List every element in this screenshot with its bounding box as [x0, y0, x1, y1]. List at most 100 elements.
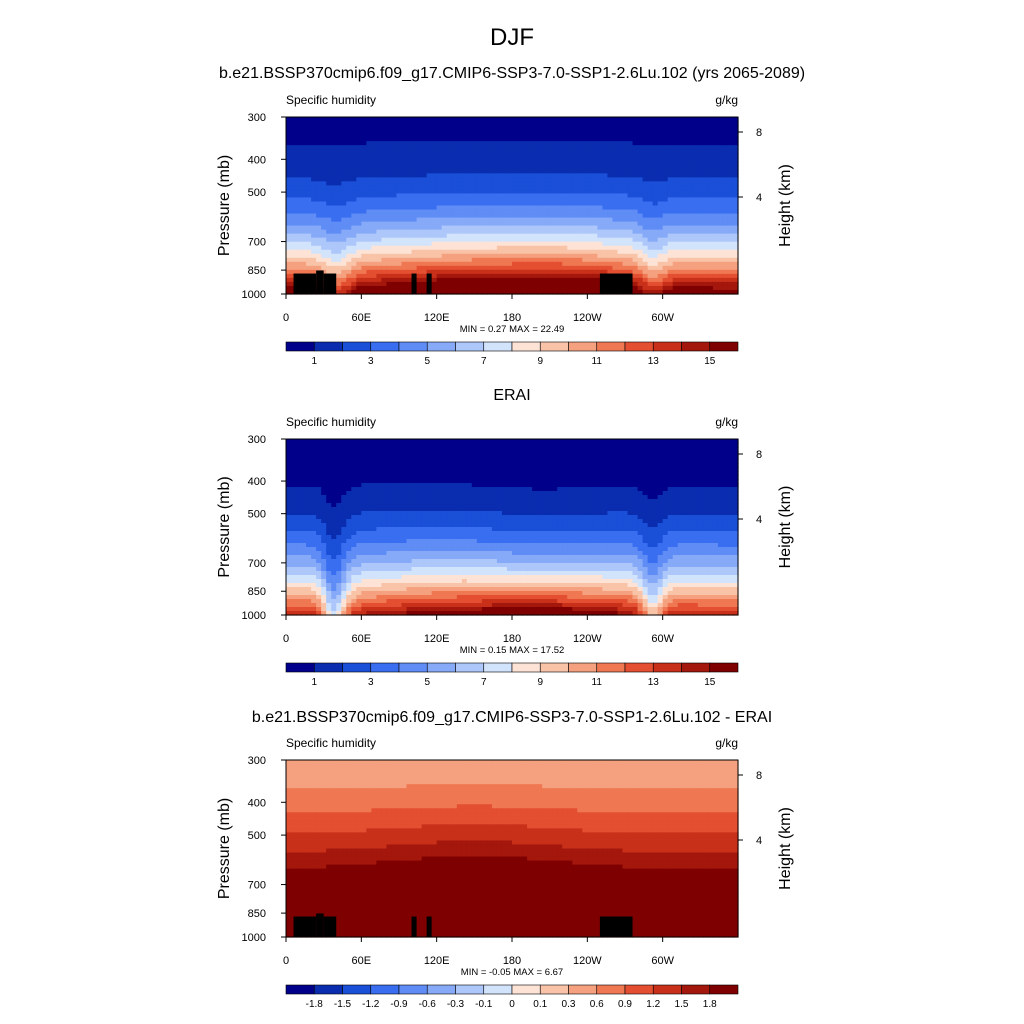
- field-cell: [702, 169, 709, 174]
- field-cell: [421, 213, 428, 219]
- field-cell: [687, 451, 694, 456]
- field-cell: [532, 443, 538, 448]
- field-cell: [401, 185, 408, 191]
- field-cell: [351, 289, 357, 295]
- field-cell: [296, 463, 302, 468]
- field-cell: [612, 197, 619, 203]
- field-cell: [316, 257, 322, 263]
- field-cell: [577, 463, 583, 468]
- field-cell: [672, 467, 679, 472]
- field-cell: [717, 443, 724, 448]
- field-cell: [371, 265, 377, 271]
- field-cell: [527, 289, 533, 295]
- field-cell: [672, 185, 679, 191]
- field-cell: [386, 165, 393, 170]
- field-cell: [496, 193, 503, 199]
- field-cell: [406, 149, 413, 154]
- field-cell: [476, 141, 483, 146]
- field-cell: [672, 149, 679, 154]
- field-cell: [702, 269, 709, 275]
- field-cell: [346, 233, 352, 239]
- field-cell: [296, 221, 302, 227]
- colorbar-label: 11: [592, 356, 603, 367]
- field-cell: [396, 189, 403, 195]
- field-cell: [471, 133, 478, 138]
- field-cell: [597, 265, 603, 271]
- field-cell: [401, 201, 408, 207]
- field-cell: [486, 289, 493, 295]
- field-cell: [341, 161, 347, 166]
- field-cell: [532, 205, 538, 211]
- field-cell: [667, 193, 674, 199]
- field-cell: [527, 443, 533, 448]
- field-cell: [682, 237, 689, 243]
- field-cell: [527, 265, 533, 271]
- field-cell: [722, 281, 729, 287]
- field-cell: [431, 201, 438, 207]
- field-cell: [542, 245, 548, 251]
- field-cell: [446, 261, 453, 267]
- field-cell: [517, 185, 523, 191]
- field-cell: [341, 157, 347, 162]
- field-cell: [471, 459, 478, 464]
- field-cell: [727, 269, 734, 275]
- field-cell: [361, 289, 367, 295]
- field-cell: [712, 217, 719, 223]
- field-cell: [456, 451, 463, 456]
- field-cell: [677, 201, 684, 207]
- field-cell: [552, 289, 558, 295]
- field-cell: [592, 149, 598, 154]
- field-cell: [401, 213, 408, 219]
- field-cell: [652, 141, 659, 146]
- field-cell: [426, 213, 433, 219]
- field-cell: [411, 261, 418, 267]
- field-cell: [341, 285, 347, 291]
- field-cell: [582, 289, 588, 295]
- field-cell: [522, 189, 528, 195]
- field-cell: [481, 221, 488, 227]
- field-cell: [602, 265, 609, 271]
- field-cell: [506, 157, 513, 162]
- field-cell: [386, 141, 393, 146]
- field-cell: [366, 189, 372, 195]
- field-cell: [436, 285, 443, 291]
- field-cell: [522, 201, 528, 207]
- field-cell: [506, 253, 513, 259]
- field-cell: [366, 265, 372, 271]
- field-cell: [456, 177, 463, 182]
- field-cell: [386, 213, 393, 219]
- field-cell: [491, 173, 498, 178]
- field-cell: [356, 217, 362, 223]
- field-cell: [466, 269, 473, 275]
- field-cell: [431, 475, 438, 480]
- field-cell: [286, 245, 292, 251]
- field-cell: [707, 137, 714, 142]
- field-cell: [557, 217, 563, 223]
- field-cell: [652, 265, 659, 271]
- field-cell: [712, 209, 719, 215]
- field-cell: [662, 233, 669, 239]
- field-cell: [396, 439, 403, 444]
- field-cell: [652, 137, 659, 142]
- field-cell: [582, 133, 588, 138]
- field-cell: [732, 213, 739, 219]
- field-cell: [692, 475, 699, 480]
- field-cell: [582, 217, 588, 223]
- field-cell: [336, 165, 342, 170]
- field-cell: [286, 197, 292, 203]
- field-cell: [582, 153, 588, 158]
- field-cell: [657, 125, 664, 130]
- field-cell: [582, 257, 588, 263]
- field-cell: [461, 265, 468, 271]
- field-cell: [336, 277, 342, 283]
- field-cell: [441, 225, 448, 231]
- field-cell: [416, 153, 423, 158]
- field-cell: [501, 201, 508, 207]
- field-cell: [632, 181, 639, 186]
- field-cell: [431, 221, 438, 227]
- field-cell: [557, 443, 563, 448]
- field-cell: [647, 249, 654, 255]
- field-cell: [707, 189, 714, 195]
- field-cell: [642, 129, 649, 134]
- field-cell: [321, 459, 327, 464]
